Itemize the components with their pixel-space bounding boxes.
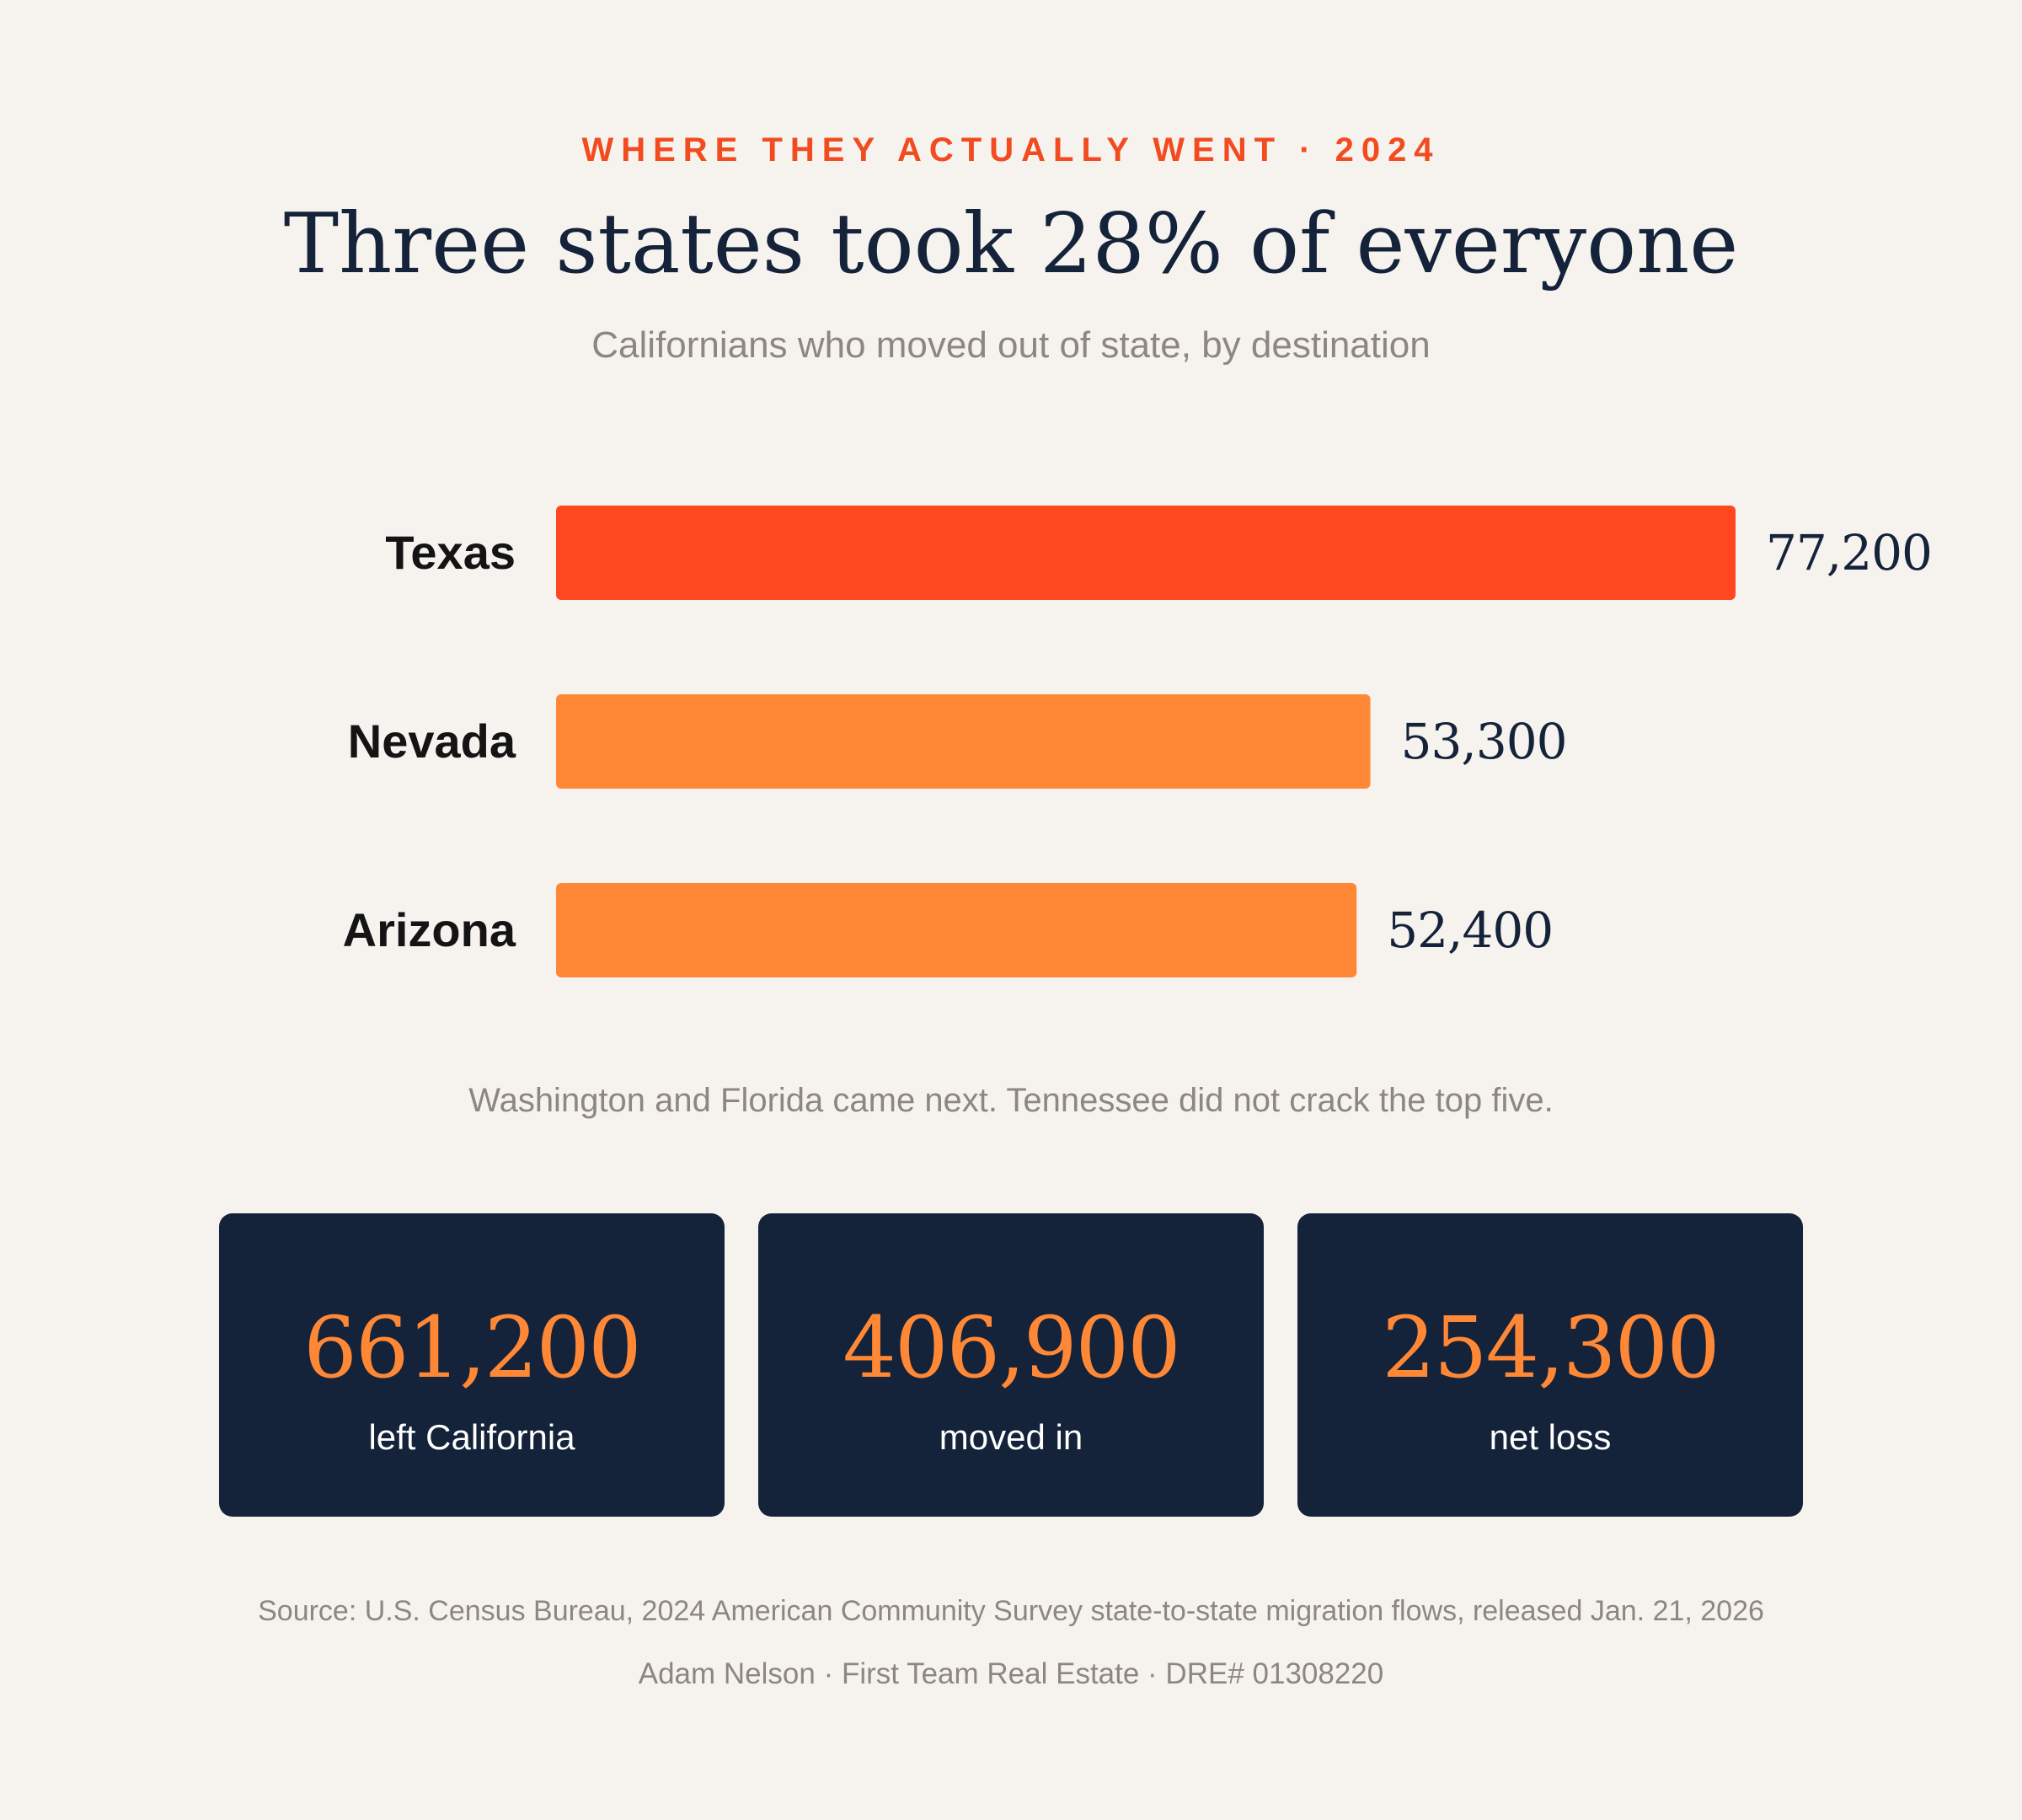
bar-value-nevada: 53,300 (1401, 713, 1567, 770)
bar-chart: Texas 77,200 Nevada 53,300 Arizona 52,400 (343, 506, 1933, 977)
stat-card-left: 661,200 left California (219, 1213, 725, 1517)
bar-label-texas: Texas (385, 526, 516, 579)
chart-subtitle: Californians who moved out of state, by … (591, 324, 1431, 366)
chart-title: Three states took 28% of everyone (283, 196, 1739, 292)
bar-value-arizona: 52,400 (1387, 902, 1553, 959)
chart-footnote: Washington and Florida came next. Tennes… (468, 1082, 1554, 1119)
bar-label-arizona: Arizona (343, 903, 516, 956)
stat-label-net-loss: net loss (1489, 1417, 1612, 1457)
stat-label-moved-in: moved in (939, 1417, 1083, 1457)
stat-label-left: left California (368, 1417, 575, 1457)
stat-cards: 661,200 left California 406,900 moved in… (219, 1213, 1803, 1517)
credit-line: Adam Nelson · First Team Real Estate · D… (638, 1657, 1384, 1690)
stat-card-moved-in: 406,900 moved in (758, 1213, 1264, 1517)
bar-texas (556, 506, 1736, 600)
stat-value-left: 661,200 (303, 1298, 642, 1397)
bar-label-nevada: Nevada (348, 715, 516, 768)
stat-card-net-loss: 254,300 net loss (1297, 1213, 1803, 1517)
stat-value-net-loss: 254,300 (1382, 1298, 1720, 1397)
bar-value-texas: 77,200 (1766, 524, 1932, 581)
bar-arizona (556, 883, 1357, 977)
source-note: Source: U.S. Census Bureau, 2024 America… (258, 1595, 1764, 1627)
stat-value-moved-in: 406,900 (842, 1298, 1181, 1397)
chart-eyebrow: WHERE THEY ACTUALLY WENT · 2024 (581, 131, 1441, 169)
bar-nevada (556, 694, 1371, 789)
